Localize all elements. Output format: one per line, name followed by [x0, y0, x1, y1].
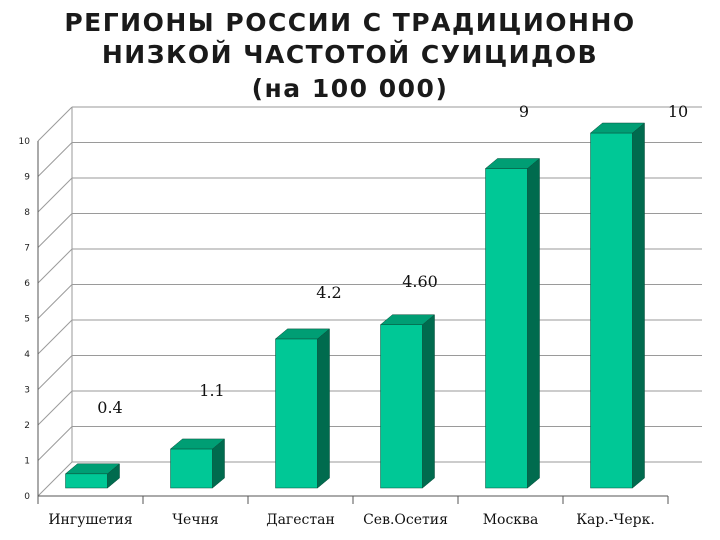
bar — [590, 132, 633, 489]
bar-side — [527, 157, 540, 489]
bar-top — [484, 158, 541, 169]
gridline-depth — [37, 177, 73, 213]
bar-side — [422, 314, 435, 489]
y-tick-label: 3 — [24, 386, 30, 396]
chart-title-line-2: НИЗКОЙ ЧАСТОТОЙ СУИЦИДОВ — [101, 40, 599, 69]
gridline-depth — [37, 390, 73, 426]
y-tick-label: 4 — [24, 350, 30, 360]
y-tick-label: 0 — [24, 492, 30, 502]
bar-side — [632, 122, 645, 489]
y-tick-label: 10 — [19, 137, 31, 147]
y-tick-label: 1 — [24, 457, 30, 467]
gridline-depth — [37, 355, 73, 390]
x-tick-label: Чечня — [172, 512, 219, 528]
bar-top — [169, 438, 226, 450]
bar — [275, 338, 318, 489]
y-tick-label: 5 — [24, 315, 30, 325]
gridline-depth — [37, 284, 73, 319]
data-label: 10 — [668, 102, 688, 121]
gridline-depth — [37, 426, 73, 461]
bar-top — [274, 328, 331, 340]
bar — [380, 324, 423, 489]
y-tick-label: 6 — [24, 279, 30, 289]
data-label: 4.2 — [316, 283, 341, 302]
data-label: 9 — [519, 102, 529, 121]
x-tick-label: Ингушетия — [48, 512, 132, 528]
gridline-depth — [37, 106, 73, 142]
bar-side — [317, 328, 330, 489]
data-label: 0.4 — [97, 398, 122, 417]
bar-top — [589, 122, 646, 134]
labels: Ингушетия Чечня Дагестан Сев.Осетия Москва Ка… — [48, 102, 688, 528]
y-tick-label: 2 — [24, 421, 30, 431]
gridline-depth — [37, 142, 73, 177]
bar — [485, 168, 528, 489]
y-tick-label: 9 — [24, 173, 30, 183]
bars — [64, 122, 646, 489]
gridline-depth — [37, 213, 73, 248]
data-label: 4.60 — [402, 272, 438, 291]
axes: 0 1 2 3 4 5 6 7 8 9 10 — [19, 107, 669, 504]
x-tick-label: Сев.Осетия — [363, 512, 448, 528]
x-tick-label: Кар.-Черк. — [576, 512, 655, 528]
x-tick-label: Дагестан — [266, 512, 335, 528]
gridline-depth — [37, 319, 73, 355]
gridline-depth — [37, 248, 73, 284]
bar-top — [64, 463, 121, 475]
bar — [65, 473, 108, 489]
y-tick-label: 7 — [24, 244, 30, 254]
chart-title-line-1: РЕГИОНЫ РОССИИ С ТРАДИЦИОННО — [64, 8, 636, 37]
data-label: 1.1 — [199, 381, 224, 400]
bar — [170, 448, 213, 489]
y-tick-label: 8 — [24, 208, 30, 218]
gridline-depth — [37, 461, 73, 497]
chart-title-line-3: (на 100 000) — [251, 74, 449, 103]
x-tick-label: Москва — [483, 512, 539, 528]
bar-top — [379, 314, 436, 325]
